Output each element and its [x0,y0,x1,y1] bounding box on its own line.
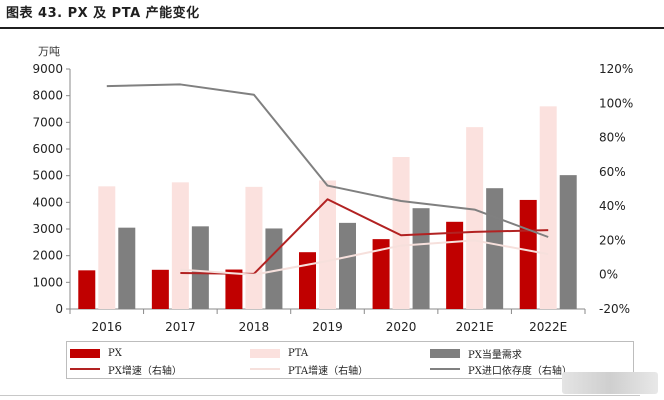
bar-px [299,252,316,309]
bar-px [225,269,243,309]
bar-pta [466,127,484,309]
legend-label-px: PX [108,347,122,359]
y2-tick-label: 20% [599,233,626,247]
bar-pta [98,186,116,309]
legend-row-bars: PX PTA PX当量需求 [70,345,630,361]
bars-group [78,106,577,309]
bar-px-demand [118,227,136,309]
bar-pta [171,182,189,309]
legend-item-pta: PTA [250,348,422,359]
watermark-blur [562,372,658,394]
x-tick-label: 2017 [165,320,196,334]
y2-tick-label: 120% [599,62,633,76]
line-pta-growth [180,239,549,276]
legend-swatch-pta [250,348,280,358]
y-tick-label: 1000 [32,275,63,289]
legend [66,341,634,379]
y2-tick-label: 100% [599,96,633,110]
legend-label-pta: PTA [288,347,309,359]
y-tick-label: 4000 [32,195,63,209]
legend-label-pta-growth: PTA增速（右轴） [288,365,369,377]
y2-tick-label: 0% [599,268,618,282]
legend-item-pta-growth: PTA增速（右轴） [250,362,422,377]
x-tick-label: 2018 [239,320,270,334]
y-tick-label: 8000 [32,89,63,103]
y-tick-label: 0 [55,302,63,316]
bar-px-demand [265,228,283,309]
legend-item-px-growth: PX增速（右轴） [70,362,242,377]
bar-px-demand [191,226,209,309]
bar-px-demand [339,222,356,309]
legend-swatch-px-import [430,368,460,370]
ticks-group: 0 1000 2000 3000 4000 5000 6000 7000 8000 9000 -20… [32,62,633,334]
x-tick-label: 2022E [529,320,567,334]
capacity-chart: 万吨 0 1000 2000 3000 4000 5000 6000 7000 8000 9000… [32,45,633,334]
y2-tick-label: 40% [599,199,626,213]
bar-px [151,269,169,309]
legend-item-px: PX [70,348,242,359]
bar-pta [319,180,336,309]
title-divider [0,27,664,29]
bar-px-demand [412,208,430,309]
y-axis-label: 万吨 [38,45,60,58]
legend-item-px-demand: PX当量需求 [430,346,602,361]
bar-px-demand [559,175,577,309]
legend-label-px-import: PX进口依存度（右轴） [468,365,572,377]
legend-swatch-pta-growth [250,368,280,370]
y2-tick-label: -20% [599,302,630,316]
bar-px [78,270,96,309]
bar-pta [392,157,410,309]
legend-row-lines: PX增速（右轴） PTA增速（右轴） PX进口依存度（右轴） [70,361,630,377]
bar-px [446,221,464,309]
x-tick-label: 2020 [386,320,417,334]
bottom-divider [0,395,640,396]
bar-px [519,199,537,309]
x-tick-label: 2016 [92,320,123,334]
y-tick-label: 7000 [32,115,63,129]
x-tick-label: 2021E [456,320,494,334]
y-tick-label: 5000 [32,169,63,183]
y-tick-label: 3000 [32,222,63,236]
bar-pta [245,186,263,309]
x-tick-label: 2019 [312,320,343,334]
y-tick-label: 2000 [32,249,63,263]
bar-pta [539,106,557,309]
legend-swatch-px-growth [70,368,100,370]
bar-px [372,239,390,309]
legend-swatch-px-demand [430,348,460,358]
legend-swatch-px [70,348,100,358]
legend-label-px-growth: PX增速（右轴） [108,365,182,377]
line-px-import [106,83,549,238]
lines-group [106,83,549,276]
y-tick-label: 6000 [32,142,63,156]
legend-item-px-import: PX进口依存度（右轴） [430,362,602,377]
legend-label-px-demand: PX当量需求 [468,349,522,361]
bar-px-demand [486,188,504,309]
y2-tick-label: 80% [599,131,626,145]
y-tick-label: 9000 [32,62,63,76]
y2-tick-label: 60% [599,165,626,179]
figure-title: 图表 43. PX 及 PTA 产能变化 [6,6,200,21]
